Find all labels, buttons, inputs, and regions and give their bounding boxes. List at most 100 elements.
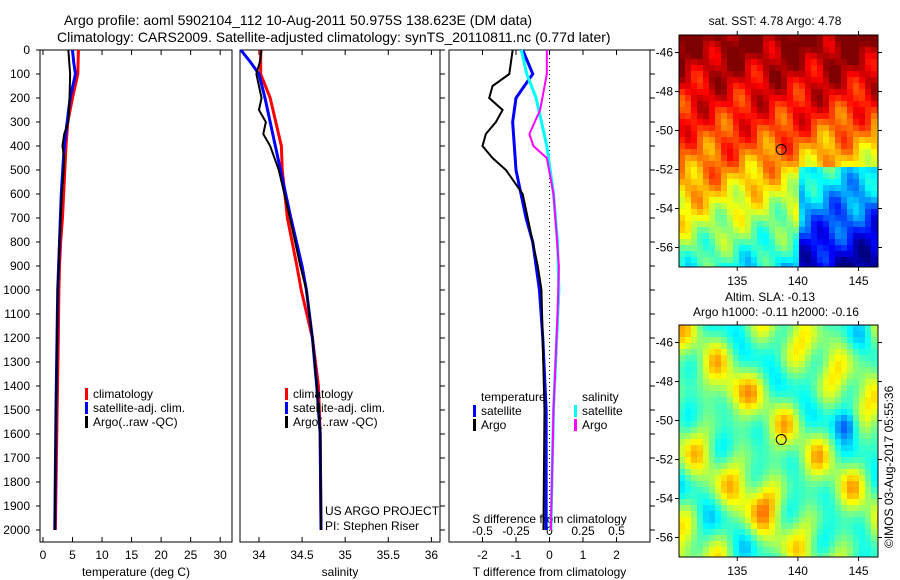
map-cell [841,161,847,167]
map-cell [745,143,751,149]
map-cell [751,47,757,53]
map-cell [823,227,829,233]
map-cell [835,221,841,227]
map-cell [793,535,799,541]
map-cell [793,53,799,59]
map-cell [721,463,727,469]
map-cell [727,83,733,89]
map-cell [697,191,703,197]
map-cell [757,325,763,331]
map-cell [829,505,835,511]
map-cell [865,337,871,343]
map-cell [793,233,799,239]
map-cell [763,35,769,41]
map-cell [697,245,703,251]
map-cell [805,71,811,77]
map-cell [859,203,865,209]
map-cell [685,137,691,143]
map-cell [793,331,799,337]
map-cell [817,397,823,403]
map-cell [781,523,787,529]
map-cell [757,215,763,221]
map-cell [859,397,865,403]
map-cell [727,137,733,143]
map-cell [805,59,811,65]
map-cell [679,421,685,427]
map-cell [745,113,751,119]
map-cell [793,325,799,331]
map-cell [769,451,775,457]
map-cell [703,355,709,361]
map-cell [835,215,841,221]
map-cell [685,475,691,481]
map-cell [841,325,847,331]
map-cell [805,185,811,191]
map-cell [865,451,871,457]
map-cell [739,355,745,361]
map-cell [799,355,805,361]
map-cell [871,541,877,547]
map-cell [691,553,697,557]
map-cell [721,481,727,487]
map-cell [739,161,745,167]
map-cell [733,113,739,119]
map-cell [841,71,847,77]
map-cell [727,215,733,221]
map-cell [757,481,763,487]
map-cell [703,499,709,505]
map-cell [799,71,805,77]
map-cell [703,445,709,451]
map-cell [691,403,697,409]
map-cell [853,251,859,257]
y-tick-label: 1700 [3,451,30,465]
map-cell [703,197,709,203]
x2-tick-label: 0 [546,524,553,538]
map-cell [733,161,739,167]
map-cell [733,487,739,493]
map-cell [685,523,691,529]
map-cell [841,379,847,385]
map-cell [715,439,721,445]
map-cell [751,119,757,125]
map-cell [823,143,829,149]
map-cell [751,173,757,179]
map-cell [715,257,721,263]
map-cell [709,517,715,523]
map-cell [709,349,715,355]
map-cell [787,239,793,245]
map-cell [769,77,775,83]
map-cell [859,185,865,191]
map-cell [811,251,817,257]
map-cell [871,445,877,451]
map-cell [727,173,733,179]
map-cell [763,203,769,209]
map-cell [697,337,703,343]
map-cell [871,517,877,523]
map-cell [745,107,751,113]
map-cell [823,137,829,143]
map-cell [721,331,727,337]
map-cell [865,367,871,373]
map-cell [799,149,805,155]
map-cell [793,487,799,493]
map-cell [757,263,763,267]
map-cell [733,83,739,89]
map-cell [805,325,811,331]
map-cell [757,547,763,553]
map-cell [793,553,799,557]
map-cell [757,553,763,557]
map-cell [751,221,757,227]
map-cell [853,59,859,65]
map-cell [835,325,841,331]
map-cell [775,233,781,239]
map-cell [787,35,793,41]
map-cell [715,251,721,257]
map-cell [871,53,877,59]
map-cell [691,415,697,421]
map-cell [709,191,715,197]
map-cell [733,457,739,463]
map-cell [721,251,727,257]
map-cell [793,547,799,553]
map-cell [835,547,841,553]
